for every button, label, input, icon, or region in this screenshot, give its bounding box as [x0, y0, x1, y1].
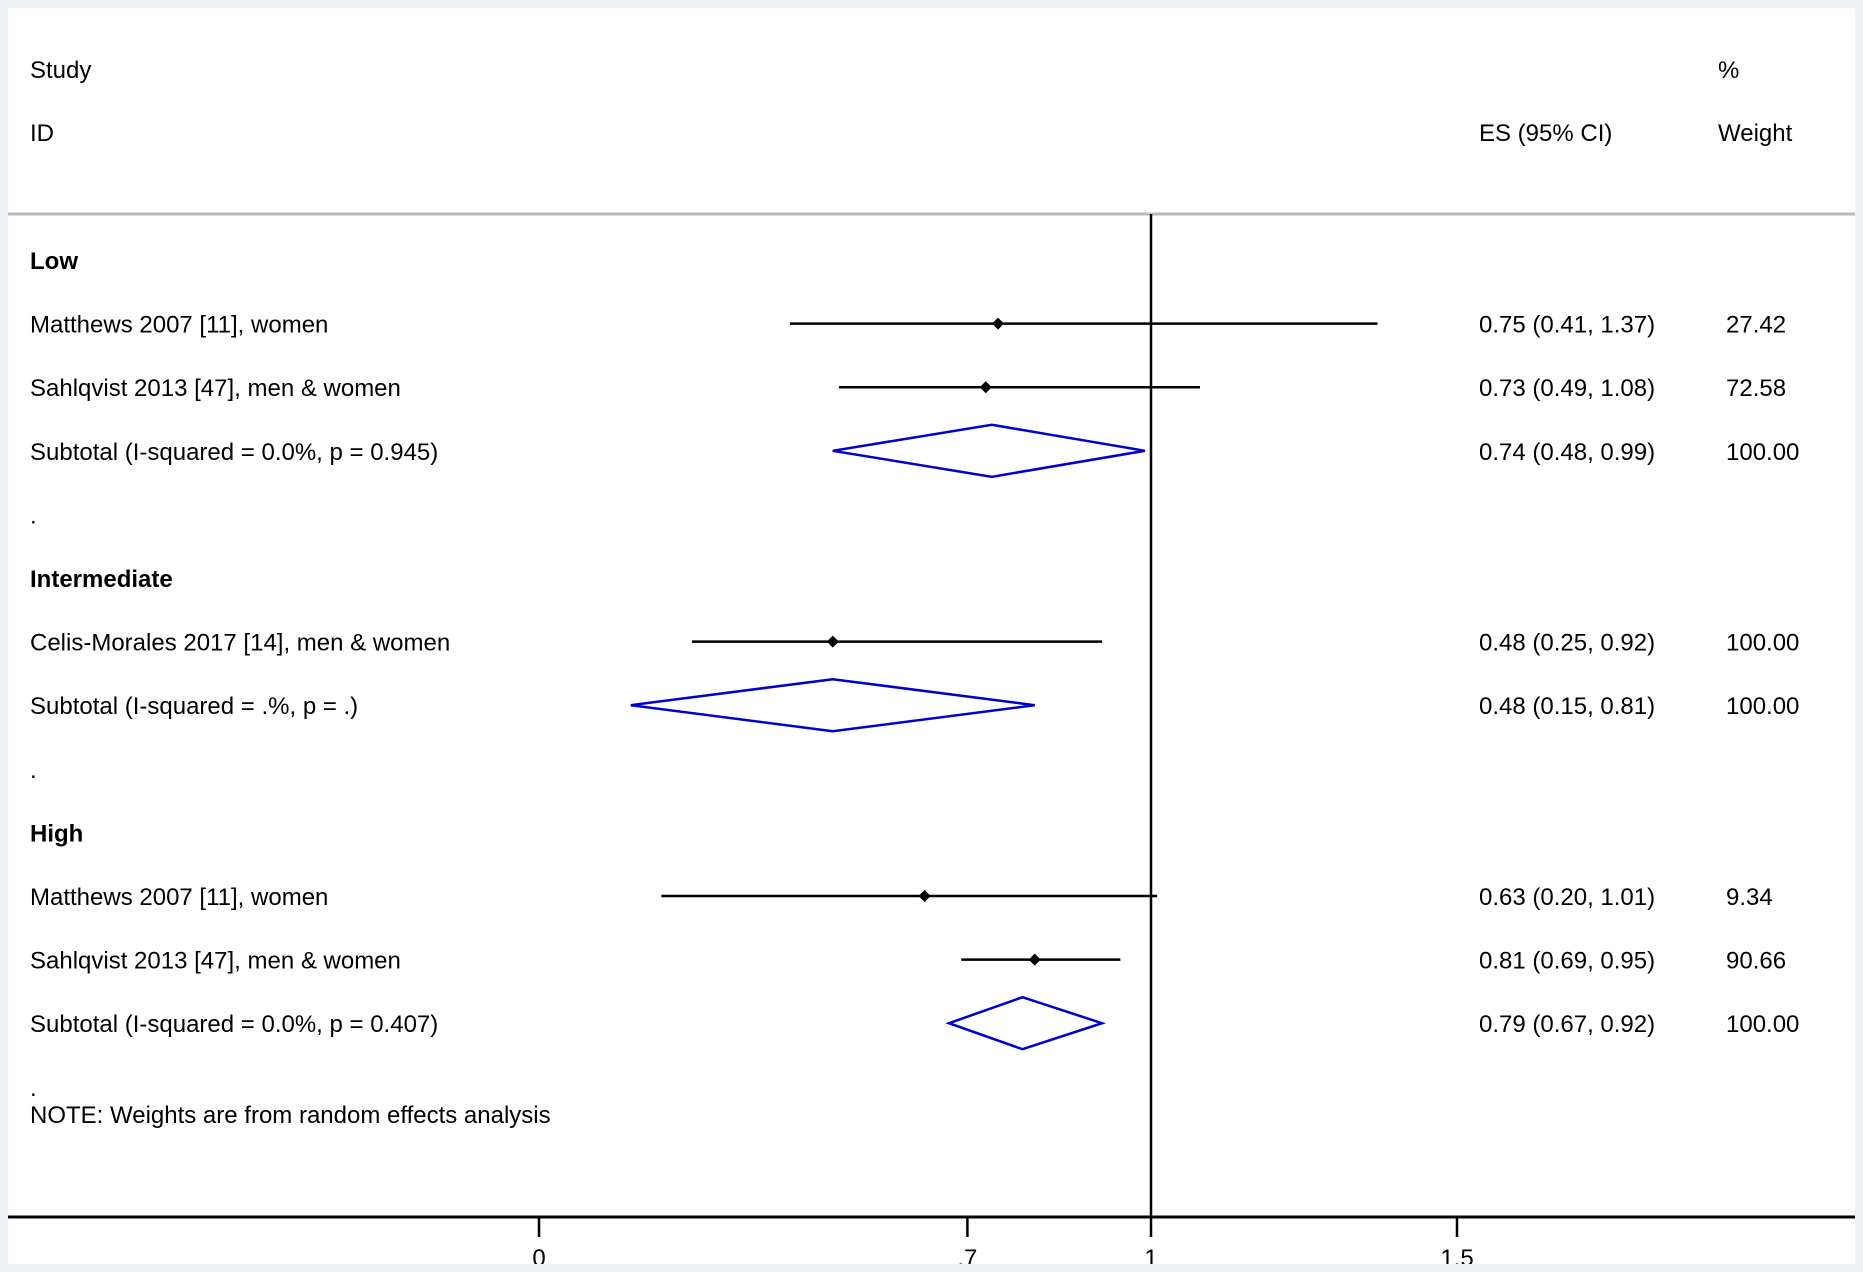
study-es-ci: 0.81 (0.69, 0.95): [1479, 948, 1655, 975]
study-label: Matthews 2007 [11], women: [30, 884, 328, 911]
study-es-ci: 0.73 (0.49, 1.08): [1479, 375, 1655, 402]
study-es-ci: 0.48 (0.25, 0.92): [1479, 630, 1655, 657]
study-es-ci: 0.75 (0.41, 1.37): [1479, 312, 1655, 339]
subtotal-diamond: [945, 995, 1107, 1051]
subtotal-weight: 100.00: [1726, 439, 1799, 466]
header-weight: Weight: [1718, 120, 1793, 147]
forest-rows: Low Matthews 2007 [11], women 0.75 (0.41, …: [30, 248, 1799, 1102]
group-label: Intermediate: [30, 566, 173, 593]
footnote-note: NOTE: Weights are from random effects an…: [30, 1102, 551, 1129]
forest-plot: Study ID ES (95% CI) % Weight Low Matthew…: [8, 8, 1855, 1264]
forest-plot-svg: Study ID ES (95% CI) % Weight Low Matthew…: [8, 57, 1855, 1264]
header-study: Study: [30, 57, 91, 84]
study-label: Celis-Morales 2017 [14], men & women: [30, 630, 450, 657]
header-id: ID: [30, 120, 54, 147]
study-es-ci: 0.63 (0.20, 1.01): [1479, 884, 1655, 911]
study-point-estimate: [826, 635, 839, 648]
subtotal-label: Subtotal (I-squared = 0.0%, p = 0.945): [30, 439, 438, 466]
subtotal-es-ci: 0.74 (0.48, 0.99): [1479, 439, 1655, 466]
study-weight: 72.58: [1726, 375, 1786, 402]
study-label: Matthews 2007 [11], women: [30, 312, 328, 339]
x-axis: 0 .7 1 1.5: [8, 214, 1855, 1264]
subtotal-diamond: [630, 677, 1035, 733]
study-weight: 90.66: [1726, 948, 1786, 975]
group-label: Low: [30, 248, 78, 275]
header-es: ES (95% CI): [1479, 120, 1612, 147]
x-axis-tick-label: 1.5: [1440, 1245, 1473, 1264]
subtotal-weight: 100.00: [1726, 1011, 1799, 1038]
study-weight: 9.34: [1726, 884, 1773, 911]
x-axis-tick-label: 0: [532, 1245, 545, 1264]
study-point-estimate: [979, 381, 992, 394]
header-weight-percent: %: [1718, 57, 1739, 84]
group-separator: .: [30, 1075, 37, 1102]
study-label: Sahlqvist 2013 [47], men & women: [30, 375, 401, 402]
study-point-estimate: [918, 890, 931, 902]
subtotal-diamond: [832, 423, 1146, 479]
study-weight: 27.42: [1726, 312, 1786, 339]
subtotal-weight: 100.00: [1726, 693, 1799, 720]
x-axis-tick-label: 1: [1144, 1245, 1157, 1264]
study-point-estimate: [1028, 953, 1041, 966]
subtotal-es-ci: 0.48 (0.15, 0.81): [1479, 693, 1655, 720]
study-weight: 100.00: [1726, 630, 1799, 657]
study-label: Sahlqvist 2013 [47], men & women: [30, 948, 401, 975]
subtotal-label: Subtotal (I-squared = .%, p = .): [30, 693, 358, 720]
study-point-estimate: [992, 317, 1004, 330]
group-label: High: [30, 820, 83, 847]
x-axis-tick-label: .7: [957, 1245, 977, 1264]
subtotal-label: Subtotal (I-squared = 0.0%, p = 0.407): [30, 1011, 438, 1038]
subtotal-es-ci: 0.79 (0.67, 0.92): [1479, 1011, 1655, 1038]
group-separator: .: [30, 757, 37, 784]
group-separator: .: [30, 502, 37, 529]
